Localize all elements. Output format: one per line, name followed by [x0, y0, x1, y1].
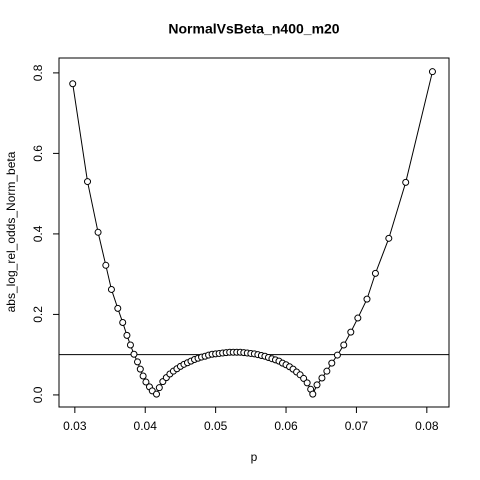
data-point: [313, 381, 321, 389]
x-tick-label: 0.05: [204, 419, 228, 433]
data-point: [142, 378, 150, 386]
y-tick-label: 0.0: [31, 386, 45, 403]
chart-title: NormalVsBeta_n400_m20: [168, 21, 339, 37]
data-point: [385, 234, 393, 242]
data-point: [94, 228, 102, 236]
data-point: [323, 367, 331, 375]
data-point: [136, 365, 144, 373]
data-point: [328, 359, 336, 367]
data-point: [133, 358, 141, 366]
data-point: [119, 318, 127, 326]
data-point: [363, 295, 371, 303]
data-point: [114, 304, 122, 312]
data-point: [340, 341, 348, 349]
data-point: [318, 374, 326, 382]
y-tick-label: 0.2: [31, 306, 45, 323]
y-tick-label: 0.8: [31, 64, 45, 81]
data-point: [371, 269, 379, 277]
data-point: [303, 379, 311, 387]
y-axis-label: abs_log_rel_odds_Norm_beta: [4, 151, 18, 312]
data-point: [402, 178, 410, 186]
data-point: [126, 341, 134, 349]
data-point: [300, 374, 308, 382]
x-tick-label: 0.03: [63, 419, 87, 433]
x-tick-label: 0.08: [415, 419, 439, 433]
x-tick-label: 0.07: [345, 419, 369, 433]
data-point: [107, 285, 115, 293]
x-tick-label: 0.04: [134, 419, 158, 433]
data-point: [354, 314, 362, 322]
data-point: [428, 68, 436, 76]
data-point: [84, 178, 92, 186]
plot-frame: [58, 57, 450, 408]
y-tick-label: 0.6: [31, 145, 45, 162]
data-point: [102, 261, 110, 269]
data-point: [333, 351, 341, 359]
data-point: [139, 372, 147, 380]
data-point: [69, 80, 77, 88]
data-point: [347, 328, 355, 336]
x-axis-label: p: [251, 450, 258, 464]
y-tick-label: 0.4: [31, 225, 45, 242]
data-point: [153, 390, 160, 398]
data-point: [123, 331, 131, 339]
data-point: [130, 350, 138, 358]
data-point: [309, 390, 317, 398]
data-point: [155, 384, 163, 392]
x-tick-label: 0.06: [274, 419, 298, 433]
